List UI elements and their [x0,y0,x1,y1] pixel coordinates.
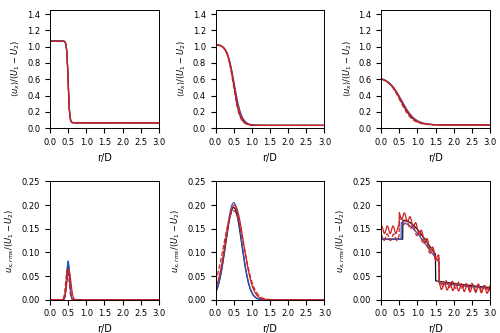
Y-axis label: $u_{x,rms}/(U_1 - U_2)$: $u_{x,rms}/(U_1 - U_2)$ [170,208,182,273]
X-axis label: r/D: r/D [262,153,278,163]
Y-axis label: $\langle u_x \rangle/(U_1 - U_2)$: $\langle u_x \rangle/(U_1 - U_2)$ [175,41,187,98]
Y-axis label: $\langle u_x \rangle/(U_1 - U_2)$: $\langle u_x \rangle/(U_1 - U_2)$ [340,41,352,98]
Y-axis label: $\langle u_x \rangle/(U_1 - U_2)$: $\langle u_x \rangle/(U_1 - U_2)$ [10,41,22,98]
X-axis label: r/D: r/D [428,324,443,333]
X-axis label: r/D: r/D [428,153,443,163]
X-axis label: r/D: r/D [97,153,112,163]
X-axis label: r/D: r/D [97,324,112,333]
Y-axis label: $u_{x,rms}/(U_1 - U_2)$: $u_{x,rms}/(U_1 - U_2)$ [4,208,16,273]
X-axis label: r/D: r/D [262,324,278,333]
Y-axis label: $u_{x,rms}/(U_1 - U_2)$: $u_{x,rms}/(U_1 - U_2)$ [335,208,347,273]
